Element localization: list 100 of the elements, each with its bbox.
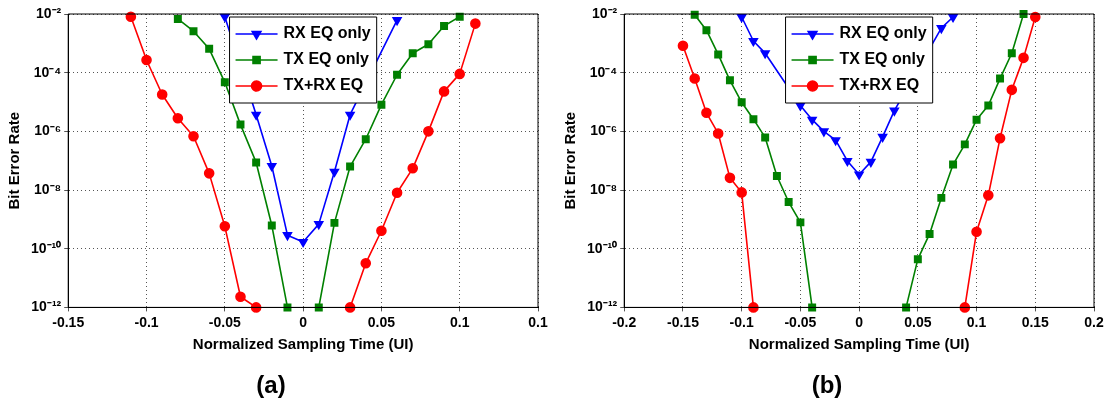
legend-label: TX EQ only bbox=[283, 50, 369, 68]
legend-label: TX EQ only bbox=[839, 50, 925, 68]
point bbox=[424, 40, 433, 49]
y-tick-label: 10⁻⁸ bbox=[590, 180, 618, 197]
x-tick-label: 0.05 bbox=[904, 313, 932, 330]
point bbox=[936, 25, 947, 34]
point bbox=[996, 74, 1005, 83]
point bbox=[454, 68, 466, 80]
point bbox=[219, 221, 231, 232]
point bbox=[252, 158, 261, 167]
y-tick-label: 10⁻⁸ bbox=[34, 180, 62, 197]
legend-label: RX EQ only bbox=[839, 24, 927, 42]
point bbox=[392, 17, 402, 26]
point bbox=[141, 54, 152, 66]
point bbox=[393, 70, 402, 79]
x-tick-label: 0.1 bbox=[449, 313, 470, 330]
y-tick-label: 10⁻¹⁰ bbox=[587, 239, 618, 256]
point bbox=[748, 302, 759, 313]
x-tick-label: -0.15 bbox=[52, 313, 85, 330]
y-tick-label: 10⁻⁶ bbox=[590, 122, 618, 139]
y-tick-label: 10⁻⁴ bbox=[33, 63, 62, 80]
point bbox=[423, 126, 434, 137]
point bbox=[1018, 52, 1029, 64]
x-axis-title: Normalized Sampling Time (UI) bbox=[192, 335, 414, 353]
y-tick-label: 10⁻² bbox=[36, 4, 62, 21]
point bbox=[902, 303, 911, 312]
legend-label: TX+RX EQ bbox=[839, 76, 920, 94]
point bbox=[314, 221, 324, 230]
x-tick-label: -0.15 bbox=[666, 313, 700, 330]
point bbox=[156, 89, 168, 100]
point bbox=[960, 140, 969, 149]
point bbox=[702, 26, 711, 35]
point bbox=[360, 257, 372, 269]
point bbox=[748, 37, 759, 47]
point bbox=[889, 107, 900, 116]
point bbox=[361, 135, 370, 144]
point bbox=[994, 133, 1006, 144]
point bbox=[724, 172, 736, 184]
x-tick-label: -0.1 bbox=[134, 313, 159, 330]
x-tick-label: 0 bbox=[299, 313, 308, 330]
point bbox=[971, 226, 982, 238]
point bbox=[819, 128, 829, 137]
point bbox=[701, 107, 712, 119]
point bbox=[1007, 49, 1016, 58]
point bbox=[407, 163, 419, 174]
point bbox=[220, 78, 229, 87]
point bbox=[984, 101, 993, 110]
point bbox=[267, 162, 277, 172]
point bbox=[470, 18, 481, 29]
point bbox=[283, 303, 292, 312]
point bbox=[725, 76, 734, 85]
point bbox=[925, 229, 934, 238]
point bbox=[714, 50, 723, 59]
point bbox=[282, 232, 293, 241]
point bbox=[173, 14, 182, 23]
x-tick-label: -0.1 bbox=[729, 313, 754, 330]
point bbox=[236, 120, 245, 129]
point bbox=[189, 27, 198, 36]
point bbox=[235, 291, 246, 303]
point bbox=[438, 86, 450, 97]
point bbox=[203, 168, 215, 179]
y-axis-title: Bit Error Rate bbox=[5, 111, 23, 210]
y-tick-label: 10⁻¹² bbox=[587, 298, 618, 315]
point bbox=[772, 172, 781, 181]
y-axis-title: Bit Error Rate bbox=[561, 111, 579, 210]
point bbox=[712, 128, 724, 139]
point bbox=[377, 100, 386, 109]
x-tick-label: -0.05 bbox=[208, 313, 241, 330]
point bbox=[784, 198, 793, 207]
point bbox=[408, 49, 417, 58]
point bbox=[830, 137, 841, 146]
x-axis-title: Normalized Sampling Time (UI) bbox=[748, 335, 970, 353]
point bbox=[854, 171, 864, 180]
x-tick-label: 0 bbox=[855, 313, 864, 330]
point bbox=[761, 133, 770, 142]
point bbox=[689, 73, 700, 84]
point bbox=[796, 218, 805, 227]
point bbox=[345, 111, 355, 120]
point bbox=[205, 44, 214, 53]
point bbox=[736, 187, 747, 198]
y-tick-label: 10⁻⁴ bbox=[589, 63, 618, 80]
legend-label: RX EQ only bbox=[283, 24, 371, 42]
point bbox=[172, 112, 184, 124]
point bbox=[983, 190, 994, 201]
point bbox=[677, 40, 689, 52]
point bbox=[314, 303, 323, 312]
point bbox=[298, 238, 308, 248]
x-tick-label: 0.2 bbox=[1084, 313, 1104, 330]
point bbox=[391, 187, 403, 199]
point bbox=[760, 50, 770, 59]
x-tick-label: -0.2 bbox=[612, 313, 637, 330]
point bbox=[737, 98, 746, 107]
y-tick-label: 10⁻¹² bbox=[31, 298, 62, 315]
point bbox=[877, 133, 888, 143]
point bbox=[330, 218, 339, 227]
point bbox=[913, 255, 922, 264]
point bbox=[1006, 84, 1018, 96]
point bbox=[937, 193, 946, 202]
point bbox=[972, 115, 981, 124]
text: (a) bbox=[256, 371, 286, 399]
